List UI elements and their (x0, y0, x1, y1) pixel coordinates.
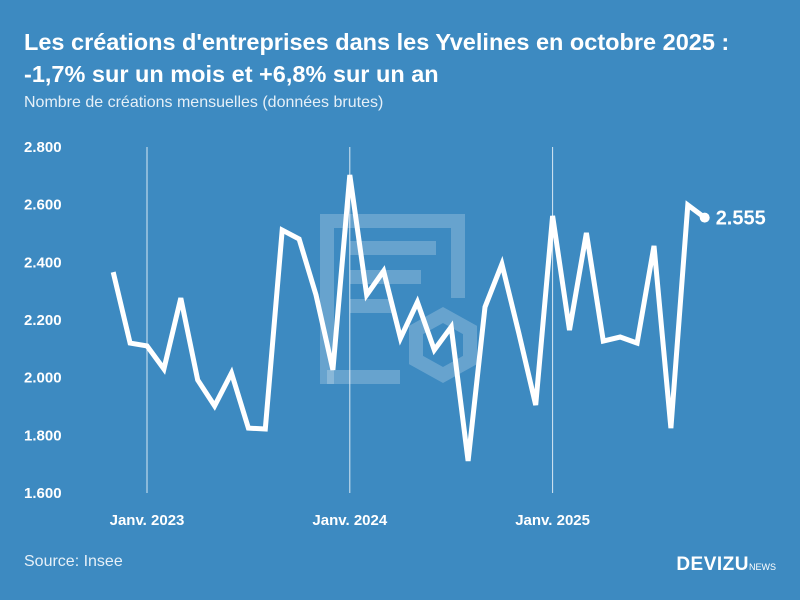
y-tick-label: 1.800 (24, 427, 62, 444)
y-tick-label: 2.600 (24, 197, 62, 214)
x-tick-label: Janv. 2023 (110, 512, 185, 529)
brand-logo: DEVIZUNEWS (676, 554, 776, 576)
logo-suffix: NEWS (749, 562, 776, 572)
chart-subtitle: Nombre de créations mensuelles (données … (24, 94, 384, 111)
y-tick-label: 2.000 (24, 370, 62, 387)
source-note: Source: Insee (24, 553, 123, 570)
y-tick-label: 1.600 (24, 485, 62, 502)
watermark-logo (320, 214, 477, 384)
x-tick-label: Janv. 2025 (515, 512, 590, 529)
x-tick-label: Janv. 2024 (312, 512, 387, 529)
logo-text: DEVIZU (676, 554, 749, 575)
series-line (110, 174, 707, 462)
data-point (699, 212, 710, 223)
chart-title: Les créations d'entreprises dans les Yve… (24, 29, 730, 87)
y-tick-label: 2.800 (24, 139, 62, 156)
last-value-label: 2.555 (716, 208, 766, 230)
y-tick-label: 2.200 (24, 312, 62, 329)
y-tick-label: 2.400 (24, 254, 62, 271)
